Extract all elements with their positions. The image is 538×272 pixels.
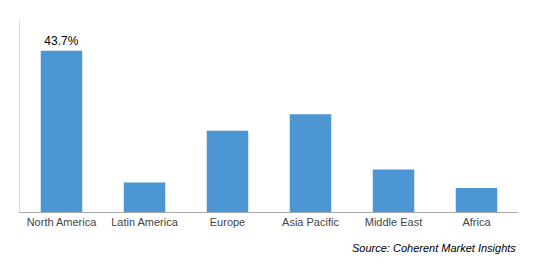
svg-text:North America: North America xyxy=(27,216,98,228)
svg-text:Middle East: Middle East xyxy=(365,216,422,228)
svg-text:43.7%: 43.7% xyxy=(44,34,78,48)
svg-text:Europe: Europe xyxy=(210,216,245,228)
svg-text:Latin America: Latin America xyxy=(111,216,179,228)
svg-text:Source: Coherent Market Insigh: Source: Coherent Market Insights xyxy=(352,242,516,254)
svg-text:Africa: Africa xyxy=(462,216,491,228)
svg-text:Asia Pacific: Asia Pacific xyxy=(282,216,339,228)
